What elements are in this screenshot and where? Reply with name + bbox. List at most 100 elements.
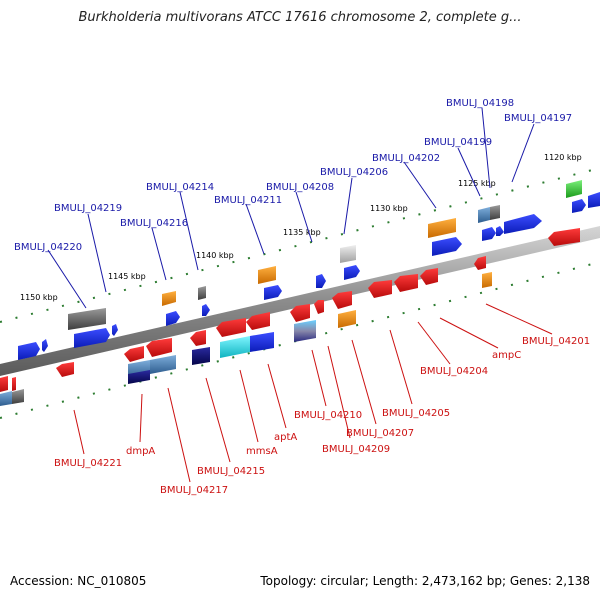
gene-feature[interactable] [314,300,324,314]
leader-aptA [267,363,287,429]
map-title: Burkholderia multivorans ATCC 17616 chro… [78,10,522,25]
gene-feature-BMULJ_04205[interactable] [368,280,392,298]
gene-label-BMULJ_04211[interactable]: BMULJ_04211 [214,195,282,206]
accession-text: Accession: NC_010805 [10,574,147,588]
gene-feature[interactable] [0,376,8,392]
gene-feature-BMULJ_04211[interactable] [258,266,276,284]
gene-feature-BMULJ_04219[interactable] [74,328,110,348]
gene-label-BMULJ_04202[interactable]: BMULJ_04202 [372,153,440,164]
gene-feature[interactable] [264,285,282,300]
gene-feature-BMULJ_04220[interactable] [68,308,106,330]
gene-feature[interactable] [112,324,118,336]
leader-BMULJ_04198 [481,107,491,189]
gene-label-BMULJ_04208[interactable]: BMULJ_04208 [266,182,334,193]
gene-feature-ampC[interactable] [420,268,438,285]
gene-feature-BMULJ_04215[interactable] [192,347,210,365]
gene-label-BMULJ_04215[interactable]: BMULJ_04215 [197,466,265,477]
gene-feature-BMULJ_04198[interactable] [490,205,500,220]
gene-label-BMULJ_04220[interactable]: BMULJ_04220 [14,242,82,253]
gene-feature[interactable] [566,180,582,198]
gene-feature[interactable] [432,237,462,256]
gene-feature[interactable] [12,377,16,391]
gene-feature-BMULJ_04209[interactable] [332,291,352,309]
gene-label-BMULJ_04207[interactable]: BMULJ_04207 [346,428,414,439]
gene-feature[interactable] [18,342,40,360]
top-gene-labels: BMULJ_04220 BMULJ_04219 BMULJ_04216 BMUL… [14,98,572,253]
gene-feature[interactable] [146,338,172,357]
top-label-leaders [47,107,535,309]
gene-label-ampC[interactable]: ampC [492,350,521,361]
gene-feature[interactable] [12,389,24,404]
gene-feature[interactable] [344,265,360,280]
gene-feature[interactable] [190,330,206,346]
gene-label-mmsA[interactable]: mmsA [246,446,278,457]
gene-label-BMULJ_04210[interactable]: BMULJ_04210 [294,410,362,421]
gene-feature-aptA[interactable] [250,332,274,352]
bottom-gene-labels: BMULJ_04221 dmpA BMULJ_04217 BMULJ_04215… [54,336,590,496]
gene-label-BMULJ_04199[interactable]: BMULJ_04199 [424,137,492,148]
leader-BMULJ_04220 [47,249,87,309]
gene-feature[interactable] [246,312,270,330]
gene-feature[interactable] [124,346,144,362]
gene-feature-BMULJ_04199[interactable] [478,207,490,223]
gene-feature[interactable] [42,339,48,352]
gene-feature[interactable] [128,370,150,384]
leader-BMULJ_04197 [511,123,535,183]
gene-feature-BMULJ_04197[interactable] [504,214,542,234]
gene-label-BMULJ_04201[interactable]: BMULJ_04201 [522,336,590,347]
leader-BMULJ_04215 [205,377,231,463]
leader-BMULJ_04214 [179,191,199,271]
gene-feature-BMULJ_04204[interactable] [394,274,418,292]
gene-feature-BMULJ_04221[interactable] [56,362,74,377]
gene-feature-BMULJ_04214[interactable] [198,286,206,300]
gene-feature-BMULJ_04207[interactable] [338,310,356,328]
chromosome-backbone [0,226,600,376]
ruler-label-1150: 1150 kbp [20,293,58,302]
gene-label-aptA[interactable]: aptA [274,432,297,443]
gene-label-BMULJ_04209[interactable]: BMULJ_04209 [322,444,390,455]
gene-feature[interactable] [474,256,486,270]
gene-feature[interactable] [166,311,180,326]
gene-feature[interactable] [290,304,310,322]
leader-BMULJ_04210 [311,349,327,407]
leader-BMULJ_04216 [151,227,167,281]
gene-feature-BMULJ_04208[interactable] [316,274,326,288]
ruler-label-1145: 1145 kbp [108,272,146,281]
gene-label-BMULJ_04205[interactable]: BMULJ_04205 [382,408,450,419]
gene-feature[interactable] [202,304,210,316]
gene-feature[interactable] [216,318,246,337]
leader-BMULJ_04211 [245,203,265,255]
gene-feature-mmsA[interactable] [220,336,250,358]
gene-feature[interactable] [572,199,586,213]
gene-feature[interactable] [588,192,600,208]
gene-label-dmpA[interactable]: dmpA [126,446,155,457]
ruler-label-1140: 1140 kbp [196,251,234,260]
leader-BMULJ_04207 [351,339,377,425]
gene-feature[interactable] [496,226,504,236]
gene-label-BMULJ_04197[interactable]: BMULJ_04197 [504,113,572,124]
gene-label-BMULJ_04217[interactable]: BMULJ_04217 [160,485,228,496]
gene-feature[interactable] [548,228,580,246]
gene-label-BMULJ_04221[interactable]: BMULJ_04221 [54,458,122,469]
leader-BMULJ_04208 [295,191,313,243]
gene-label-BMULJ_04198[interactable]: BMULJ_04198 [446,98,514,109]
gene-feature-BMULJ_04206[interactable] [340,245,356,263]
gene-label-BMULJ_04214[interactable]: BMULJ_04214 [146,182,214,193]
gene-feature-BMULJ_04202[interactable] [428,218,456,238]
gene-label-BMULJ_04206[interactable]: BMULJ_04206 [320,167,388,178]
genome-summary-text: Topology: circular; Length: 2,473,162 bp… [260,574,590,588]
gene-feature-BMULJ_04217[interactable] [150,355,176,374]
ruler-label-1125: 1125 kbp [458,179,496,188]
leader-ampC [439,317,499,349]
gene-feature[interactable] [482,227,496,241]
gene-label-BMULJ_04219[interactable]: BMULJ_04219 [54,203,122,214]
gene-label-BMULJ_04204[interactable]: BMULJ_04204 [420,366,488,377]
gene-label-BMULJ_04216[interactable]: BMULJ_04216 [120,218,188,229]
gene-feature-BMULJ_04216[interactable] [162,291,176,306]
gene-feature[interactable] [0,391,12,406]
gene-feature-BMULJ_04210[interactable] [294,320,316,342]
leader-BMULJ_04209 [327,345,351,439]
gene-feature-BMULJ_04201[interactable] [482,272,492,288]
